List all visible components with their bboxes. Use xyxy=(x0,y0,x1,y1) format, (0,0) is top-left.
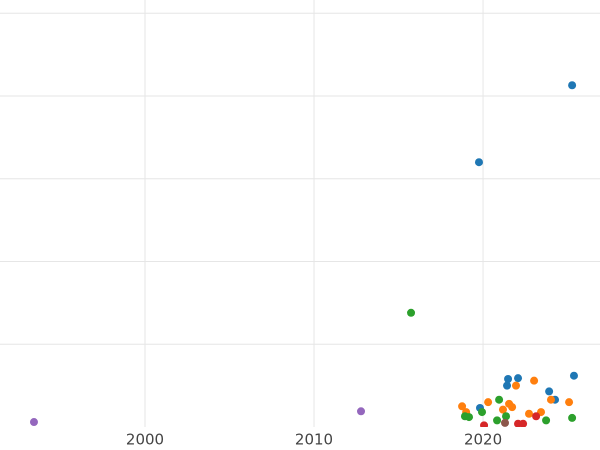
point xyxy=(484,398,493,407)
point xyxy=(407,308,416,317)
point xyxy=(508,403,517,412)
point xyxy=(29,418,38,427)
point xyxy=(495,395,504,404)
point xyxy=(525,409,534,418)
point xyxy=(357,407,366,416)
point xyxy=(458,402,467,411)
point xyxy=(493,416,502,425)
point xyxy=(514,374,523,383)
point xyxy=(519,419,528,427)
point xyxy=(542,416,551,425)
point xyxy=(568,81,577,90)
point xyxy=(478,408,487,417)
point xyxy=(530,376,539,385)
point xyxy=(480,421,489,427)
x-tick-label: 2000 xyxy=(126,431,164,449)
point xyxy=(546,395,555,404)
point xyxy=(569,371,578,380)
x-axis: 2000 2010 2020 xyxy=(126,431,502,449)
point xyxy=(474,158,483,167)
point xyxy=(504,375,513,384)
point xyxy=(565,398,574,407)
point xyxy=(545,387,554,396)
point xyxy=(501,418,510,427)
point xyxy=(503,381,512,390)
grid xyxy=(0,0,600,427)
x-tick-label: 2010 xyxy=(295,431,333,449)
x-tick-label: 2020 xyxy=(464,431,502,449)
point xyxy=(465,413,474,422)
point xyxy=(498,405,507,414)
point xyxy=(512,381,520,390)
point xyxy=(568,413,577,422)
plot-area xyxy=(29,81,578,427)
point xyxy=(532,412,541,421)
point xyxy=(502,412,511,421)
